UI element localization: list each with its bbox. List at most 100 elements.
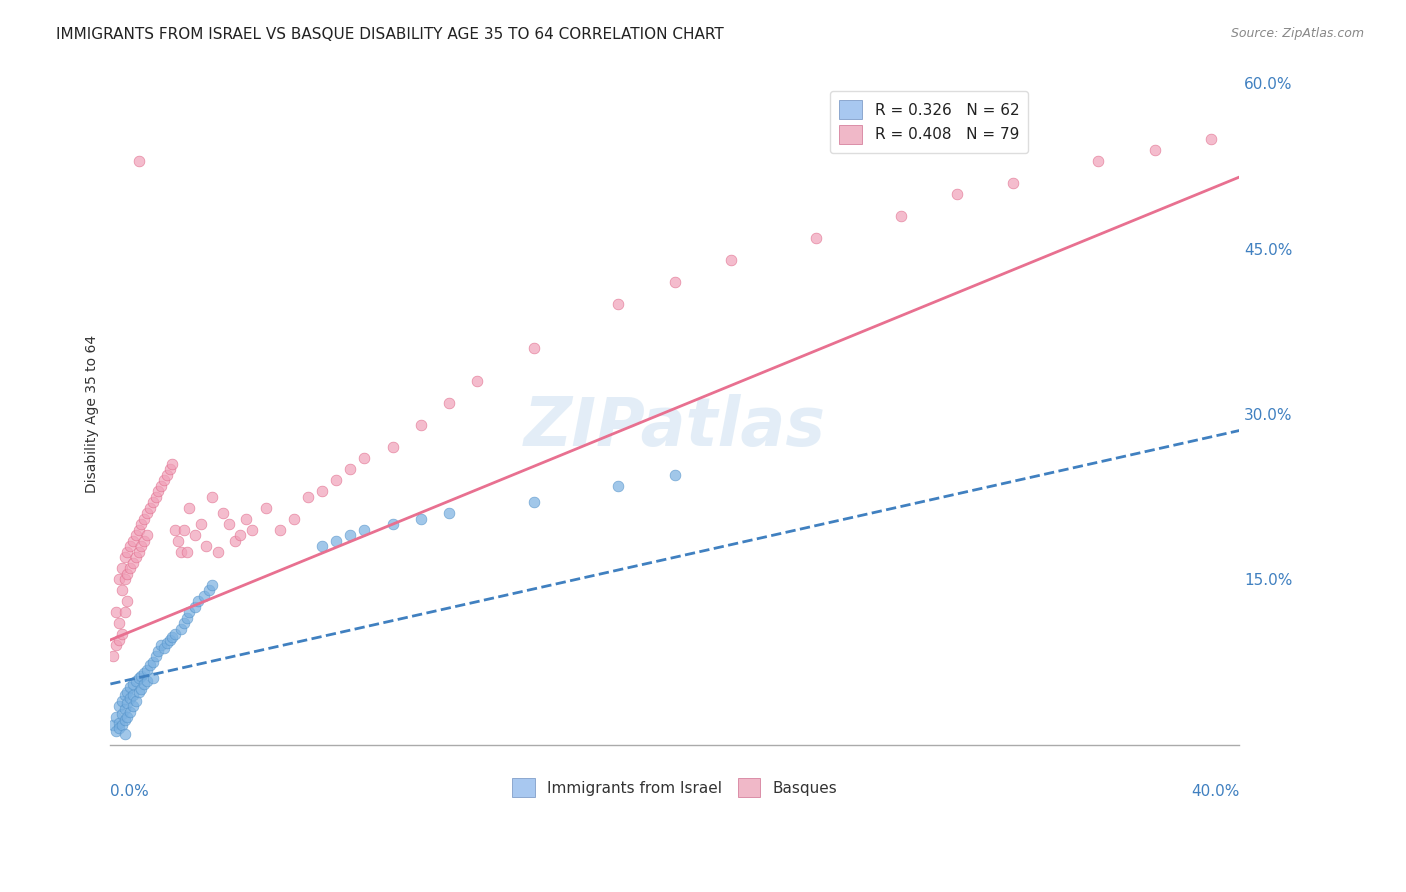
Point: [162, 457, 184, 471]
Point: [195, 539, 218, 553]
Point: [409, 417, 432, 432]
Point: [381, 517, 404, 532]
Point: [136, 663, 159, 677]
Point: [134, 677, 156, 691]
Point: [165, 627, 187, 641]
Point: [103, 718, 125, 732]
Point: [890, 209, 912, 223]
Point: [134, 533, 156, 548]
Point: [111, 718, 134, 732]
Point: [207, 545, 229, 559]
Point: [162, 630, 184, 644]
Point: [170, 545, 193, 559]
Point: [114, 606, 136, 620]
Text: Source: ZipAtlas.com: Source: ZipAtlas.com: [1230, 27, 1364, 40]
Point: [128, 684, 150, 698]
Point: [128, 672, 150, 686]
Point: [179, 500, 201, 515]
Point: [125, 550, 148, 565]
Point: [159, 632, 181, 647]
Point: [235, 512, 257, 526]
Point: [120, 705, 142, 719]
Point: [523, 495, 546, 509]
Point: [170, 622, 193, 636]
Point: [190, 517, 212, 532]
Point: [114, 714, 136, 728]
Point: [381, 440, 404, 454]
Point: [114, 572, 136, 586]
Point: [353, 523, 375, 537]
Point: [187, 594, 209, 608]
Point: [720, 252, 742, 267]
Point: [108, 616, 131, 631]
Point: [117, 684, 139, 698]
Text: 0.0%: 0.0%: [111, 784, 149, 799]
Point: [339, 462, 361, 476]
Point: [108, 721, 131, 735]
Legend: Immigrants from Israel, Basques: Immigrants from Israel, Basques: [506, 772, 844, 803]
Point: [108, 699, 131, 714]
Point: [120, 691, 142, 706]
Point: [122, 677, 145, 691]
Point: [311, 539, 333, 553]
Point: [269, 523, 291, 537]
Point: [229, 528, 252, 542]
Point: [325, 533, 347, 548]
Point: [254, 500, 277, 515]
Point: [136, 673, 159, 688]
Point: [1199, 131, 1222, 145]
Point: [142, 655, 165, 669]
Point: [159, 462, 181, 476]
Point: [193, 589, 215, 603]
Point: [131, 539, 153, 553]
Point: [283, 512, 305, 526]
Point: [134, 512, 156, 526]
Point: [117, 545, 139, 559]
Point: [409, 512, 432, 526]
Point: [156, 636, 179, 650]
Point: [465, 374, 488, 388]
Point: [1002, 176, 1025, 190]
Point: [128, 545, 150, 559]
Point: [139, 500, 162, 515]
Point: [122, 699, 145, 714]
Point: [105, 710, 128, 724]
Point: [111, 706, 134, 721]
Point: [131, 517, 153, 532]
Text: 40.0%: 40.0%: [1191, 784, 1239, 799]
Point: [1143, 143, 1166, 157]
Point: [165, 523, 187, 537]
Point: [142, 672, 165, 686]
Point: [139, 658, 162, 673]
Point: [122, 688, 145, 702]
Point: [117, 710, 139, 724]
Point: [103, 649, 125, 664]
Point: [167, 533, 190, 548]
Point: [339, 528, 361, 542]
Point: [122, 533, 145, 548]
Point: [201, 578, 224, 592]
Point: [437, 396, 460, 410]
Point: [131, 682, 153, 697]
Point: [325, 473, 347, 487]
Text: ZIPatlas: ZIPatlas: [524, 394, 825, 460]
Point: [218, 517, 240, 532]
Point: [117, 566, 139, 581]
Point: [150, 639, 173, 653]
Point: [664, 275, 686, 289]
Point: [212, 506, 235, 520]
Point: [224, 533, 246, 548]
Point: [148, 644, 170, 658]
Point: [173, 616, 195, 631]
Point: [523, 341, 546, 355]
Point: [240, 523, 263, 537]
Point: [128, 153, 150, 168]
Point: [156, 467, 179, 482]
Point: [150, 478, 173, 492]
Point: [1087, 153, 1109, 168]
Point: [108, 715, 131, 730]
Point: [201, 490, 224, 504]
Point: [111, 583, 134, 598]
Point: [153, 640, 176, 655]
Point: [128, 523, 150, 537]
